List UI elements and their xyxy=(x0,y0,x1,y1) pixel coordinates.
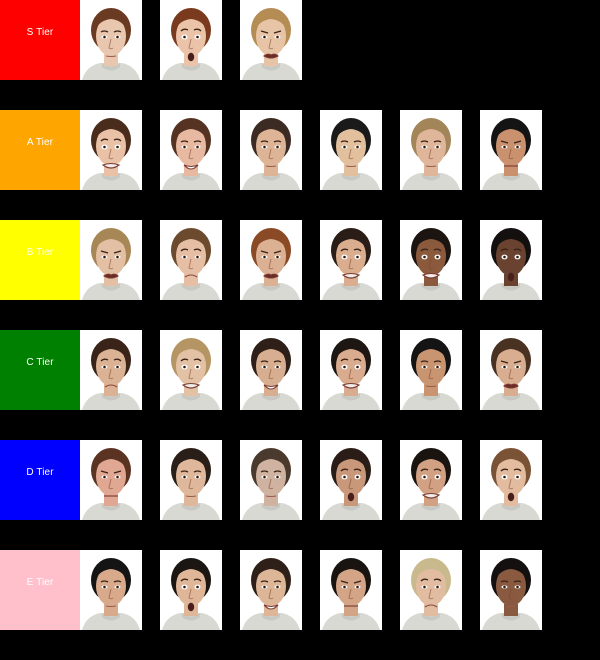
face-photo[interactable] xyxy=(400,330,462,410)
face-photo[interactable] xyxy=(320,110,382,190)
face-photo[interactable] xyxy=(160,0,222,80)
face-portrait-icon xyxy=(482,448,540,520)
face-portrait-icon xyxy=(242,338,300,410)
face-portrait-icon xyxy=(162,228,220,300)
face-photo[interactable] xyxy=(480,220,542,300)
face-photo[interactable] xyxy=(160,110,222,190)
face-portrait-icon xyxy=(82,228,140,300)
tier-row: C Tier xyxy=(0,330,600,410)
face-portrait-icon xyxy=(322,118,380,190)
tier-label-text: A Tier xyxy=(26,137,54,148)
face-photo[interactable] xyxy=(480,330,542,410)
face-photo[interactable] xyxy=(80,330,142,410)
tier-label-box[interactable]: B Tier xyxy=(0,220,80,300)
face-photo[interactable] xyxy=(320,220,382,300)
face-portrait-icon xyxy=(162,8,220,80)
face-photo[interactable] xyxy=(400,440,462,520)
face-photo[interactable] xyxy=(160,330,222,410)
tier-label-text: D Tier xyxy=(26,467,54,478)
face-photo[interactable] xyxy=(480,550,542,630)
face-photo[interactable] xyxy=(240,220,302,300)
face-photo[interactable] xyxy=(240,0,302,80)
face-photo[interactable] xyxy=(480,110,542,190)
face-photo[interactable] xyxy=(320,330,382,410)
tier-row: B Tier xyxy=(0,220,600,300)
tier-row: S Tier xyxy=(0,0,600,80)
face-portrait-icon xyxy=(322,448,380,520)
tier-row: A Tier xyxy=(0,110,600,190)
face-portrait-icon xyxy=(82,338,140,410)
face-photo[interactable] xyxy=(240,550,302,630)
face-portrait-icon xyxy=(402,338,460,410)
face-portrait-icon xyxy=(162,558,220,630)
face-photo[interactable] xyxy=(80,220,142,300)
face-portrait-icon xyxy=(82,558,140,630)
face-photo[interactable] xyxy=(240,110,302,190)
tier-label-box[interactable]: A Tier xyxy=(0,110,80,190)
face-portrait-icon xyxy=(242,118,300,190)
face-portrait-icon xyxy=(322,228,380,300)
face-portrait-icon xyxy=(402,558,460,630)
face-portrait-icon xyxy=(162,448,220,520)
face-photo[interactable] xyxy=(240,440,302,520)
face-photo[interactable] xyxy=(480,440,542,520)
face-photo[interactable] xyxy=(240,330,302,410)
face-portrait-icon xyxy=(482,558,540,630)
face-photo[interactable] xyxy=(80,110,142,190)
face-photo[interactable] xyxy=(160,440,222,520)
face-portrait-icon xyxy=(482,338,540,410)
face-portrait-icon xyxy=(82,118,140,190)
face-photo[interactable] xyxy=(160,550,222,630)
tier-label-box[interactable]: S Tier xyxy=(0,0,80,80)
face-portrait-icon xyxy=(82,448,140,520)
face-portrait-icon xyxy=(162,118,220,190)
face-photo[interactable] xyxy=(160,220,222,300)
tier-label-box[interactable]: C Tier xyxy=(0,330,80,410)
face-portrait-icon xyxy=(482,118,540,190)
face-photo[interactable] xyxy=(80,550,142,630)
face-portrait-icon xyxy=(242,448,300,520)
face-photo[interactable] xyxy=(320,440,382,520)
tier-label-box[interactable]: D Tier xyxy=(0,440,80,520)
face-photo[interactable] xyxy=(400,110,462,190)
face-photo[interactable] xyxy=(400,550,462,630)
face-portrait-icon xyxy=(242,228,300,300)
tier-label-text: C Tier xyxy=(26,357,54,368)
face-portrait-icon xyxy=(322,338,380,410)
face-portrait-icon xyxy=(242,558,300,630)
face-portrait-icon xyxy=(402,118,460,190)
face-portrait-icon xyxy=(402,228,460,300)
tier-label-text: B Tier xyxy=(26,247,54,258)
face-photo[interactable] xyxy=(320,550,382,630)
face-photo[interactable] xyxy=(400,220,462,300)
face-portrait-icon xyxy=(82,8,140,80)
tier-label-text: E Tier xyxy=(26,577,54,588)
tier-row: D Tier xyxy=(0,440,600,520)
face-portrait-icon xyxy=(402,448,460,520)
face-photo[interactable] xyxy=(80,440,142,520)
face-portrait-icon xyxy=(162,338,220,410)
tier-label-text: S Tier xyxy=(26,27,54,38)
face-photo[interactable] xyxy=(80,0,142,80)
face-portrait-icon xyxy=(322,558,380,630)
face-portrait-icon xyxy=(482,228,540,300)
tier-row: E Tier xyxy=(0,550,600,630)
face-portrait-icon xyxy=(242,8,300,80)
tier-label-box[interactable]: E Tier xyxy=(0,550,80,630)
